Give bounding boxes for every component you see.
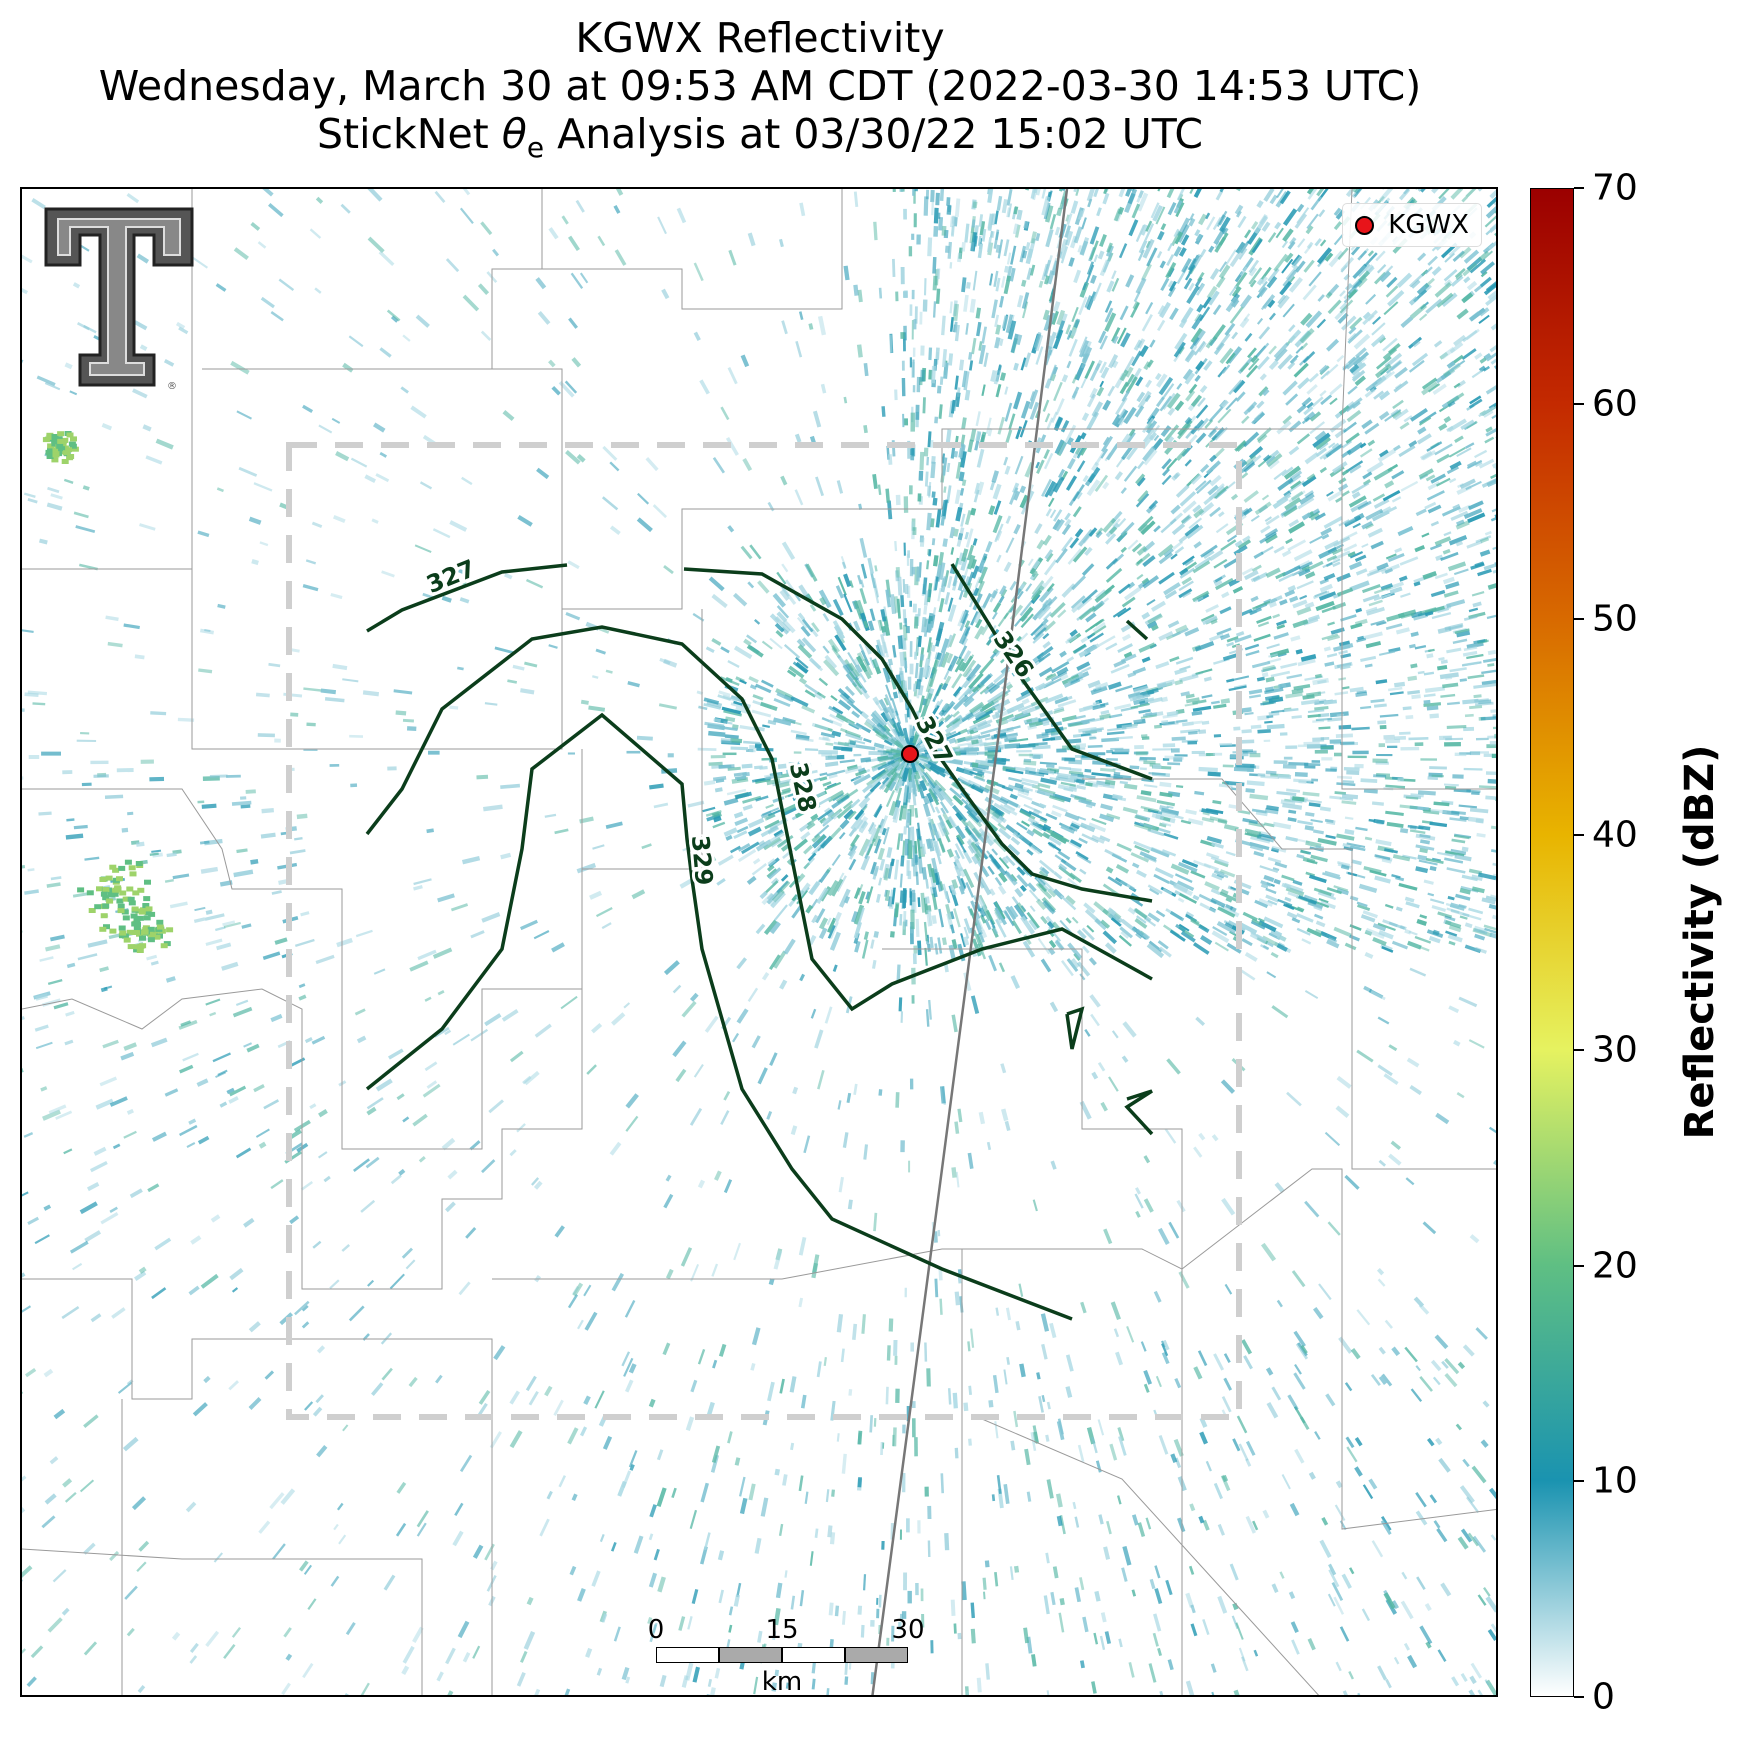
colorbar-tick-mark [1574, 1264, 1584, 1267]
logo-registered-mark: ® [167, 381, 177, 392]
colorbar-tick-mark [1574, 1696, 1584, 1698]
colorbar-tick-mark [1574, 1480, 1584, 1483]
colorbar-tick-mark [1574, 402, 1584, 405]
map-legend: KGWX [1342, 203, 1482, 247]
title-line-1: KGWX Reflectivity [575, 14, 945, 62]
scale-segment [845, 1647, 908, 1663]
contour-fragment [1125, 619, 1149, 641]
colorbar-tick-mark [1574, 187, 1584, 189]
county-line [1082, 778, 1496, 1170]
scale-segment [656, 1647, 719, 1663]
colorbar-tick-label: 0 [1592, 1676, 1615, 1718]
county-line [981, 1418, 1320, 1695]
double-t-logo-icon: ® [44, 207, 194, 392]
legend-radar-marker [1355, 215, 1375, 235]
title-line-3-suffix: Analysis at 03/30/22 15:02 UTC [544, 110, 1203, 158]
scale-tick-30: 30 [891, 1615, 925, 1645]
colorbar-tick-label: 30 [1592, 1029, 1638, 1071]
colorbar-tick-mark [1574, 1049, 1584, 1052]
contour-label-329: 329 [686, 834, 718, 886]
county-line [561, 189, 1353, 749]
colorbar-tick-label: 20 [1592, 1245, 1638, 1287]
reflectivity-echoes [22, 189, 1496, 1695]
reflectivity-colorbar [1530, 188, 1574, 1697]
colorbar-title: Reflectivity (dBZ) [1677, 744, 1723, 1140]
theta-subscript: e [526, 131, 545, 165]
title-line-3-prefix: StickNet [317, 110, 502, 158]
colorbar-tick-mark [1574, 833, 1584, 836]
legend-label: KGWX [1388, 210, 1469, 240]
analysis-domain-box [286, 442, 1242, 1420]
scale-tick-15: 15 [765, 1615, 799, 1645]
county-line [492, 1248, 1183, 1695]
colorbar-tick-label: 40 [1592, 814, 1638, 856]
title-line-3: StickNet θe Analysis at 03/30/22 15:02 U… [20, 110, 1500, 172]
county-line [22, 609, 703, 1290]
theta-symbol: θ [501, 110, 527, 158]
scale-unit: km [761, 1667, 803, 1697]
county-line [22, 749, 583, 1150]
county-line [512, 189, 543, 270]
county-line [1292, 428, 1496, 790]
radar-map: 327 326 327 328 329 ® KGWX 0 15 30 km [20, 187, 1498, 1697]
contour-line-326 [950, 563, 1153, 781]
contour-line-328 [365, 625, 1153, 1012]
colorbar-tick-mark [1574, 618, 1584, 621]
contour-fragment [1124, 1089, 1154, 1136]
scale-segment [782, 1647, 845, 1663]
scale-tick-0: 0 [647, 1615, 665, 1645]
theta-e-contours [365, 563, 1154, 1321]
colorbar-tick-label: 60 [1592, 383, 1638, 425]
colorbar-tick-label: 50 [1592, 598, 1638, 640]
scale-bar: 0 15 30 km [634, 1615, 925, 1697]
title-line-2: Wednesday, March 30 at 09:53 AM CDT (202… [98, 62, 1422, 110]
map-canvas: 327 326 327 328 329 [22, 189, 1496, 1695]
state-boundary [871, 189, 1069, 1695]
county-line [491, 189, 843, 369]
scale-segment [719, 1647, 782, 1663]
contour-line-329 [365, 712, 1073, 1321]
contour-line-327-north [366, 563, 568, 633]
colorbar-tick-label: 70 [1592, 167, 1638, 209]
title-block: KGWX Reflectivity Wednesday, March 30 at… [20, 14, 1500, 172]
county-line [1181, 1168, 1496, 1530]
county-line [22, 1278, 493, 1695]
contour-fragment [1065, 1006, 1085, 1050]
county-boundaries [22, 189, 1496, 1695]
state-line [871, 189, 1069, 1695]
county-line [22, 1548, 423, 1695]
contour-line-327-central [683, 567, 1153, 903]
radar-site-marker [901, 745, 919, 763]
colorbar-tick-label: 10 [1592, 1460, 1638, 1502]
county-line [882, 948, 1183, 1269]
